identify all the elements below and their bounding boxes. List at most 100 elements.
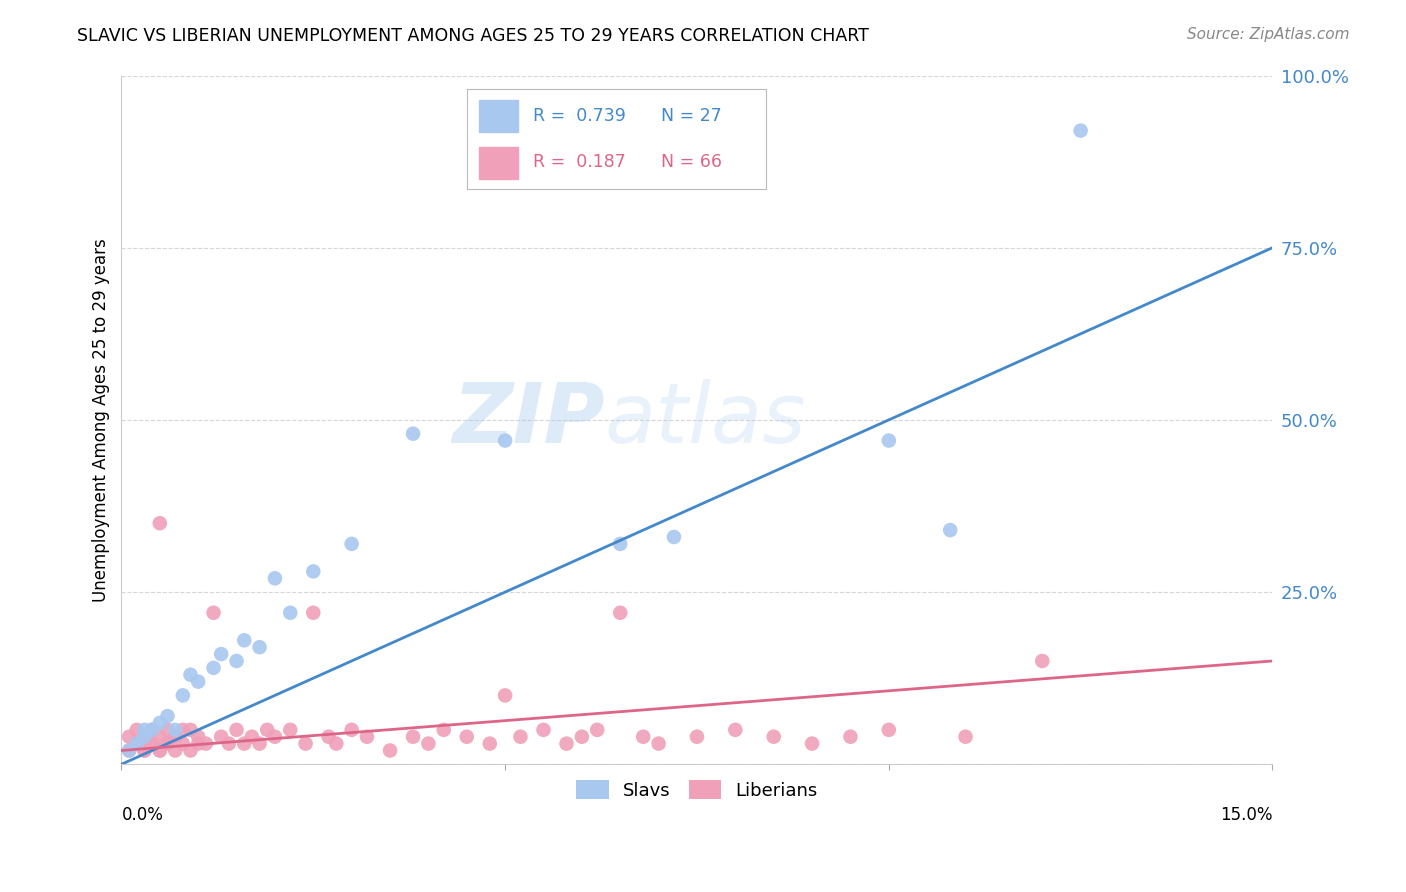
Point	[225, 723, 247, 737]
Point	[209, 730, 232, 744]
Point	[662, 530, 685, 544]
Point	[256, 723, 278, 737]
Point	[877, 723, 900, 737]
Point	[249, 737, 271, 751]
Point	[202, 606, 225, 620]
Point	[218, 737, 240, 751]
Point	[402, 730, 425, 744]
Point	[187, 730, 209, 744]
Point	[179, 667, 201, 681]
Point	[533, 723, 555, 737]
Point	[686, 730, 709, 744]
Point	[187, 674, 209, 689]
Point	[240, 730, 263, 744]
Point	[433, 723, 456, 737]
Point	[456, 730, 478, 744]
Point	[172, 737, 194, 751]
Point	[141, 723, 163, 737]
Point	[939, 523, 962, 537]
Point	[134, 730, 156, 744]
Text: SLAVIC VS LIBERIAN UNEMPLOYMENT AMONG AGES 25 TO 29 YEARS CORRELATION CHART: SLAVIC VS LIBERIAN UNEMPLOYMENT AMONG AG…	[77, 27, 869, 45]
Point	[494, 689, 516, 703]
Point	[249, 640, 271, 655]
Point	[149, 743, 172, 757]
Point	[165, 743, 187, 757]
Text: 0.0%: 0.0%	[121, 805, 163, 823]
Legend: Slavs, Liberians: Slavs, Liberians	[569, 773, 825, 807]
Point	[165, 730, 187, 744]
Point	[1070, 123, 1092, 137]
Point	[149, 715, 172, 730]
Point	[609, 537, 631, 551]
Point	[118, 743, 141, 757]
Point	[378, 743, 401, 757]
Point	[302, 565, 325, 579]
Point	[187, 737, 209, 751]
Point	[125, 737, 148, 751]
Text: atlas: atlas	[605, 379, 807, 460]
Point	[179, 743, 201, 757]
Point	[194, 737, 217, 751]
Point	[209, 647, 232, 661]
Point	[494, 434, 516, 448]
Point	[633, 730, 655, 744]
Point	[555, 737, 578, 751]
Point	[118, 730, 141, 744]
Point	[340, 723, 363, 737]
Point	[134, 743, 156, 757]
Point	[125, 737, 148, 751]
Point	[762, 730, 785, 744]
Text: Source: ZipAtlas.com: Source: ZipAtlas.com	[1187, 27, 1350, 42]
Point	[118, 743, 141, 757]
Point	[156, 737, 179, 751]
Point	[202, 661, 225, 675]
Point	[839, 730, 862, 744]
Point	[141, 737, 163, 751]
Point	[418, 737, 440, 751]
Point	[340, 537, 363, 551]
Point	[1031, 654, 1053, 668]
Point	[356, 730, 378, 744]
Point	[302, 606, 325, 620]
Point	[801, 737, 824, 751]
Point	[134, 743, 156, 757]
Point	[294, 737, 316, 751]
Point	[149, 743, 172, 757]
Point	[165, 730, 187, 744]
Point	[724, 723, 747, 737]
Point	[165, 723, 187, 737]
Point	[478, 737, 501, 751]
Point	[647, 737, 669, 751]
Point	[179, 723, 201, 737]
Point	[149, 730, 172, 744]
Point	[877, 434, 900, 448]
Point	[571, 730, 593, 744]
Point	[225, 654, 247, 668]
Point	[141, 737, 163, 751]
Point	[156, 723, 179, 737]
Point	[318, 730, 340, 744]
Point	[264, 730, 287, 744]
Point	[156, 709, 179, 723]
Point	[172, 689, 194, 703]
Point	[278, 723, 301, 737]
Point	[233, 737, 256, 751]
Point	[586, 723, 609, 737]
Point	[509, 730, 531, 744]
Text: 15.0%: 15.0%	[1220, 805, 1272, 823]
Point	[149, 516, 172, 531]
Text: ZIP: ZIP	[453, 379, 605, 460]
Point	[125, 723, 148, 737]
Point	[233, 633, 256, 648]
Point	[325, 737, 347, 751]
Point	[141, 723, 163, 737]
Y-axis label: Unemployment Among Ages 25 to 29 years: Unemployment Among Ages 25 to 29 years	[93, 238, 110, 602]
Point	[609, 606, 631, 620]
Point	[402, 426, 425, 441]
Point	[134, 723, 156, 737]
Point	[156, 737, 179, 751]
Point	[955, 730, 977, 744]
Point	[264, 571, 287, 585]
Point	[278, 606, 301, 620]
Point	[134, 730, 156, 744]
